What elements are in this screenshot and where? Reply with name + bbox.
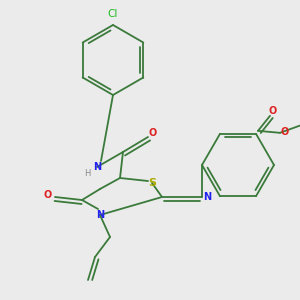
Text: O: O — [269, 106, 277, 116]
Text: N: N — [93, 162, 101, 172]
Text: O: O — [44, 190, 52, 200]
Text: O: O — [149, 128, 157, 138]
Text: N: N — [96, 210, 104, 220]
Text: H: H — [84, 169, 90, 178]
Text: N: N — [203, 192, 211, 202]
Text: Cl: Cl — [108, 9, 118, 19]
Text: O: O — [281, 127, 289, 137]
Text: S: S — [148, 178, 156, 188]
